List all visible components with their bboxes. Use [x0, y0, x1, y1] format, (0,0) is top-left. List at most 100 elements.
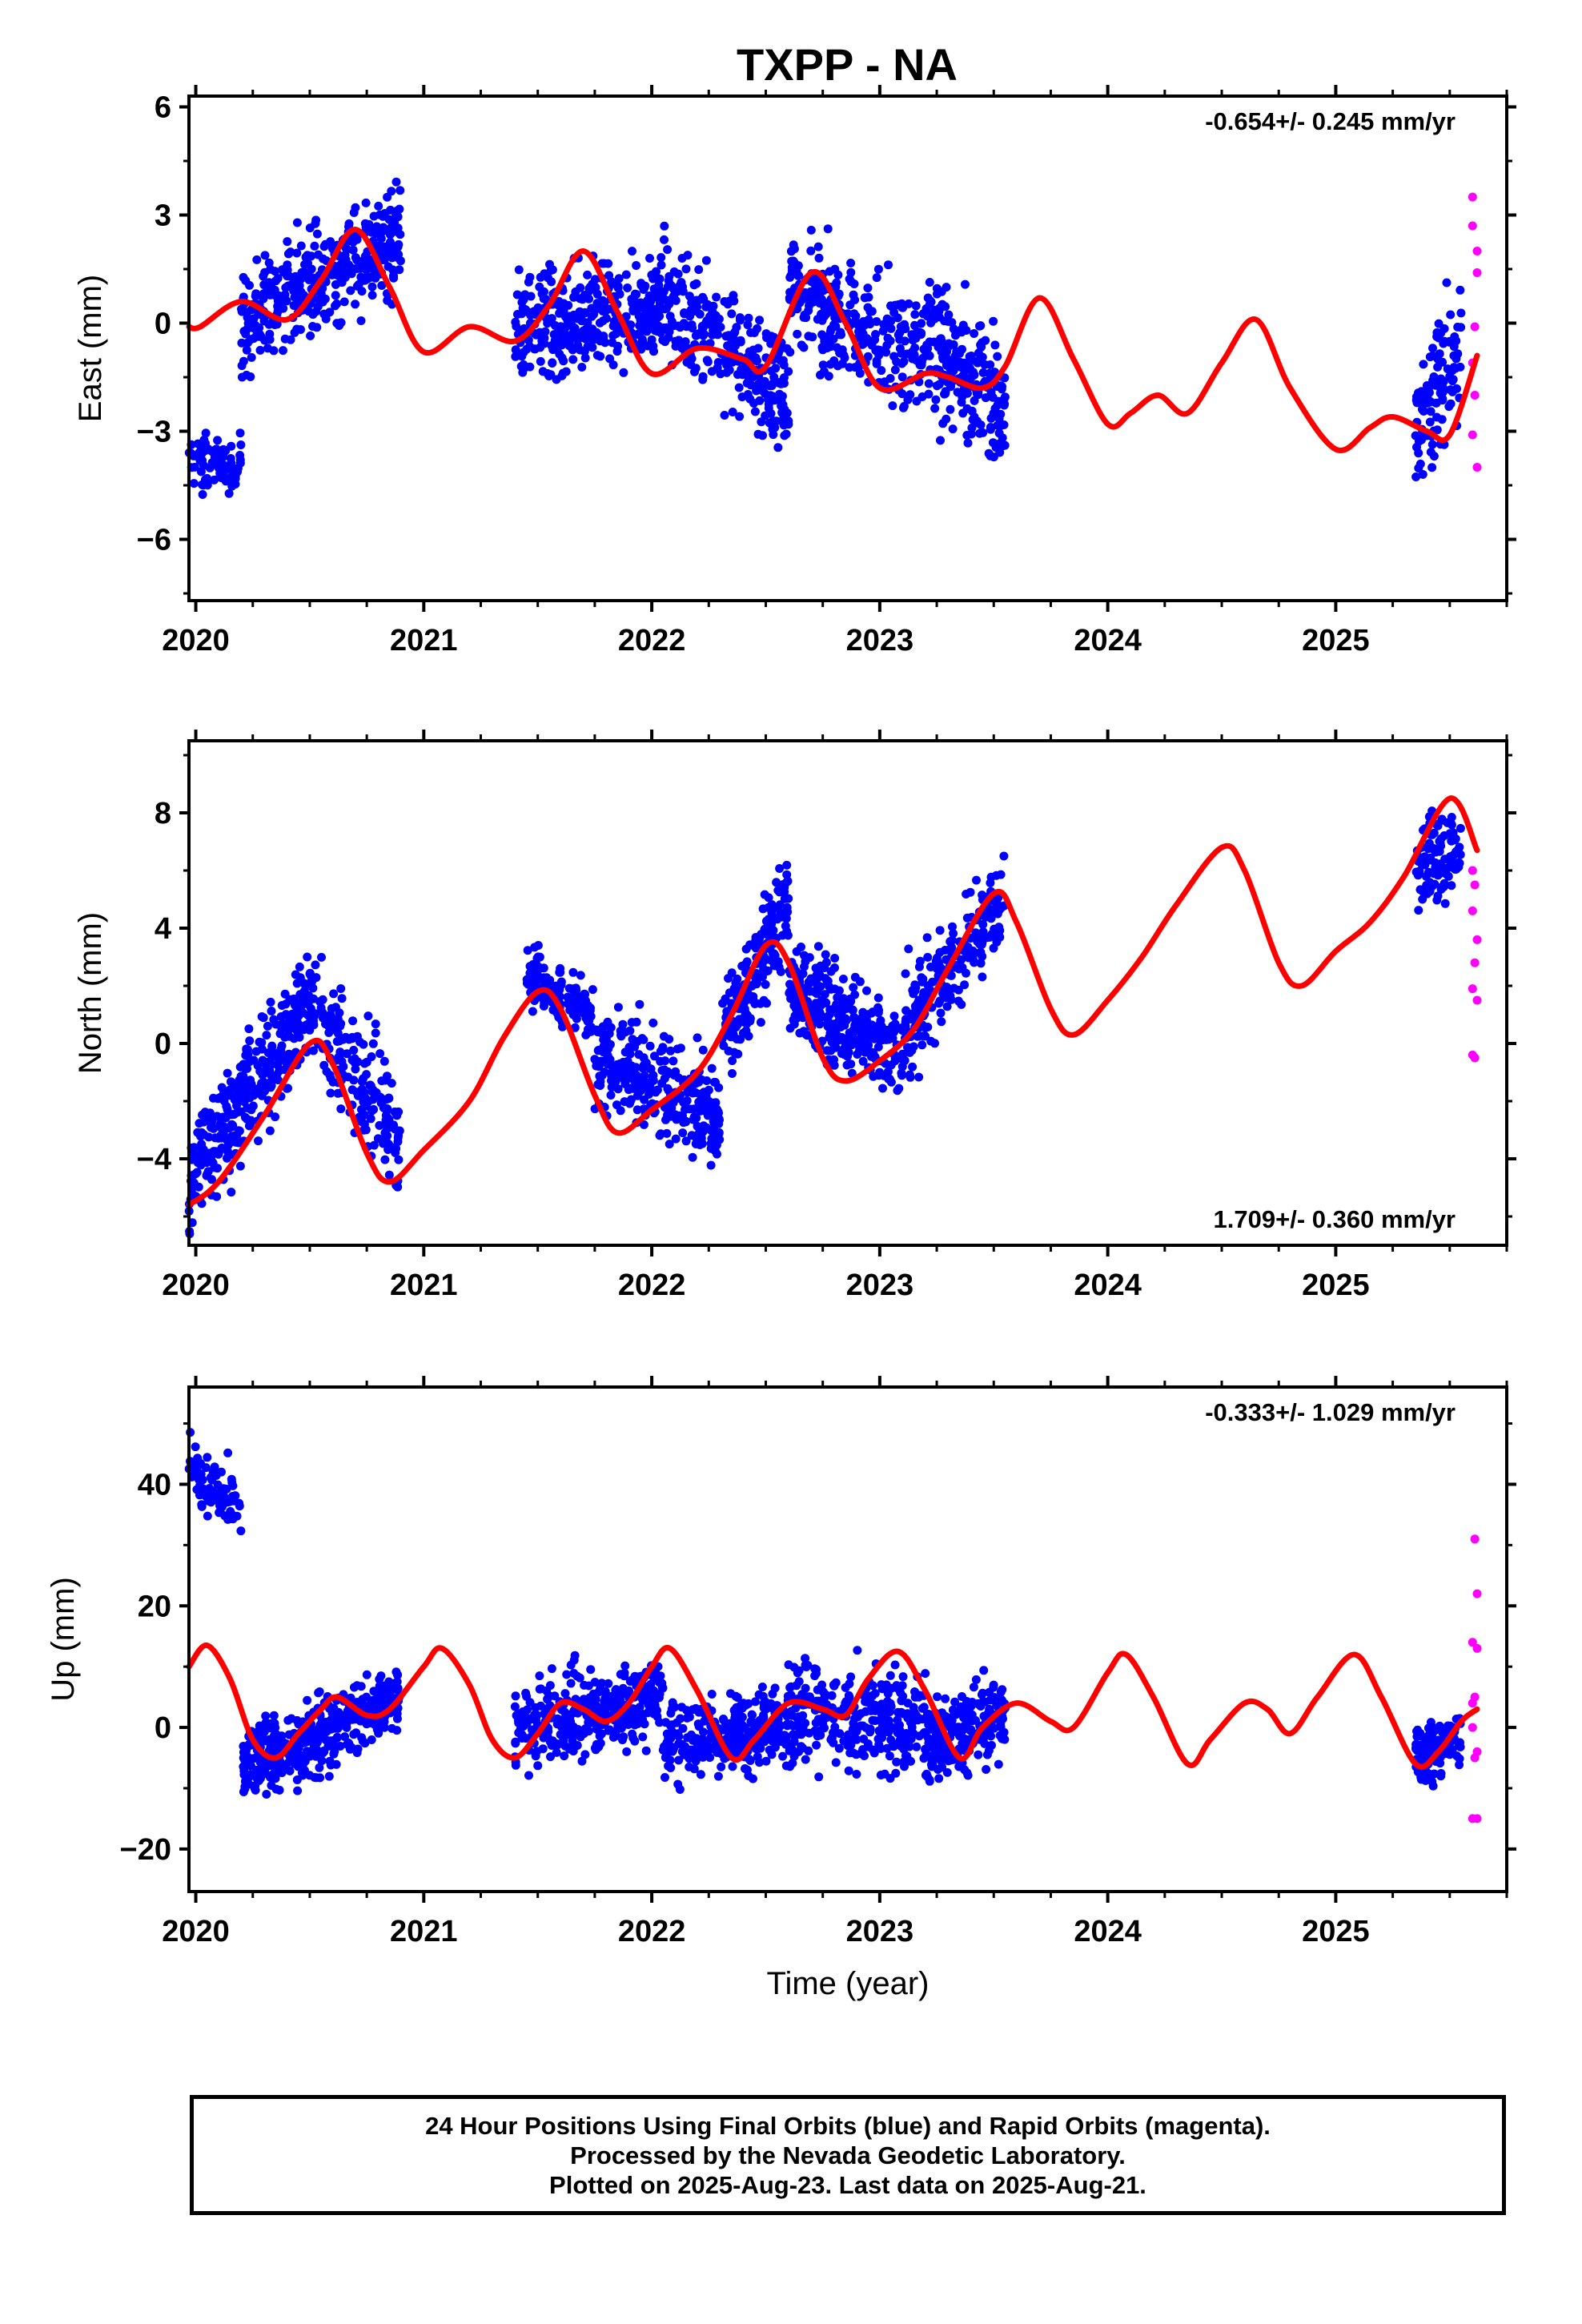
east-final-point — [628, 247, 636, 256]
east-final-point — [645, 254, 654, 263]
east-final-point — [395, 265, 404, 275]
up-final-point — [383, 1686, 393, 1695]
up-final-point — [664, 1734, 673, 1743]
up-final-point — [305, 1751, 315, 1761]
north-final-point — [710, 1100, 720, 1109]
north-final-point — [333, 1028, 343, 1038]
north-final-point — [999, 851, 1009, 861]
north-final-point — [263, 1048, 273, 1058]
north-final-point — [840, 1020, 849, 1030]
east-final-point — [878, 326, 888, 336]
east-final-point — [845, 363, 854, 372]
east-final-point — [716, 369, 725, 379]
up-final-point — [853, 1646, 862, 1655]
north-final-point — [669, 1056, 678, 1066]
east-final-point — [511, 317, 520, 327]
north-final-point — [815, 1019, 825, 1029]
north-final-point — [334, 1052, 343, 1062]
north-final-point — [834, 986, 844, 995]
north-final-point — [283, 1084, 292, 1093]
north-final-point — [897, 1071, 906, 1080]
north-final-point — [337, 994, 347, 1003]
north-final-point — [693, 1121, 702, 1131]
east-final-point — [872, 359, 881, 368]
east-final-point — [235, 455, 245, 464]
up-final-point — [511, 1691, 520, 1701]
up-final-point — [732, 1716, 741, 1726]
north-final-point — [692, 1113, 701, 1123]
east-final-point — [871, 330, 880, 339]
east-final-point — [319, 309, 329, 319]
east-final-point — [511, 352, 520, 361]
north-final-point — [713, 1149, 721, 1159]
north-final-point — [842, 1034, 852, 1043]
east-final-point — [673, 269, 683, 279]
east-final-point — [867, 340, 877, 350]
north-final-point — [780, 883, 789, 892]
east-final-point — [917, 330, 926, 339]
east-final-point — [529, 307, 539, 316]
north-final-point — [233, 1078, 243, 1088]
north-final-point — [189, 1149, 199, 1159]
north-final-point — [1445, 856, 1455, 866]
up-final-point — [372, 1725, 382, 1735]
north-final-point — [335, 1021, 345, 1031]
east-final-point — [278, 297, 287, 306]
up-final-point — [289, 1754, 299, 1763]
north-final-point — [540, 978, 550, 987]
east-final-point — [784, 367, 793, 376]
east-final-point — [546, 370, 556, 380]
north-final-point — [309, 1046, 318, 1055]
north-final-point — [632, 1105, 642, 1115]
north-final-point — [757, 959, 767, 968]
north-final-point — [918, 1031, 928, 1041]
east-final-point — [389, 273, 399, 283]
east-final-point — [312, 229, 322, 239]
east-final-point — [557, 371, 567, 380]
north-final-point — [662, 1128, 672, 1138]
east-final-point — [879, 320, 889, 329]
north-final-point — [283, 1030, 293, 1039]
east-final-point — [573, 340, 583, 350]
north-final-point — [930, 1039, 939, 1048]
north-final-point — [695, 1089, 705, 1099]
east-final-point — [310, 241, 319, 251]
north-final-point — [839, 1044, 849, 1053]
north-final-point — [360, 1092, 370, 1102]
east-final-point — [655, 274, 665, 283]
east-y-tick-label: −3 — [137, 416, 171, 449]
up-final-point — [597, 1679, 607, 1688]
up-final-point — [543, 1728, 552, 1738]
north-final-point — [661, 1056, 670, 1066]
east-final-point — [860, 293, 869, 303]
up-final-point — [511, 1760, 520, 1770]
up-final-point — [785, 1762, 795, 1771]
east-final-point — [377, 281, 387, 290]
north-final-point — [392, 1111, 402, 1120]
east-final-point — [659, 323, 669, 332]
up-final-point — [517, 1734, 527, 1743]
up-final-point — [778, 1751, 788, 1761]
east-final-point — [259, 289, 268, 299]
up-final-point — [261, 1718, 271, 1727]
up-final-point — [592, 1725, 602, 1735]
east-final-point — [367, 282, 377, 292]
north-final-point — [564, 983, 574, 993]
north-final-point — [368, 1039, 378, 1048]
east-final-point — [931, 395, 941, 404]
east-final-point — [237, 338, 247, 348]
north-final-point — [799, 1027, 809, 1036]
east-final-point — [237, 372, 247, 382]
east-final-point — [941, 302, 950, 312]
north-final-point — [831, 1043, 841, 1052]
north-final-point — [606, 1091, 616, 1100]
east-final-point — [703, 357, 713, 367]
east-rapid-point — [1470, 322, 1480, 332]
up-final-point — [757, 1683, 767, 1691]
east-final-point — [837, 330, 845, 340]
north-final-point — [1452, 846, 1461, 856]
east-final-point — [228, 469, 238, 479]
north-final-point — [269, 1015, 279, 1024]
east-final-point — [946, 404, 955, 414]
north-final-point — [277, 1023, 287, 1033]
